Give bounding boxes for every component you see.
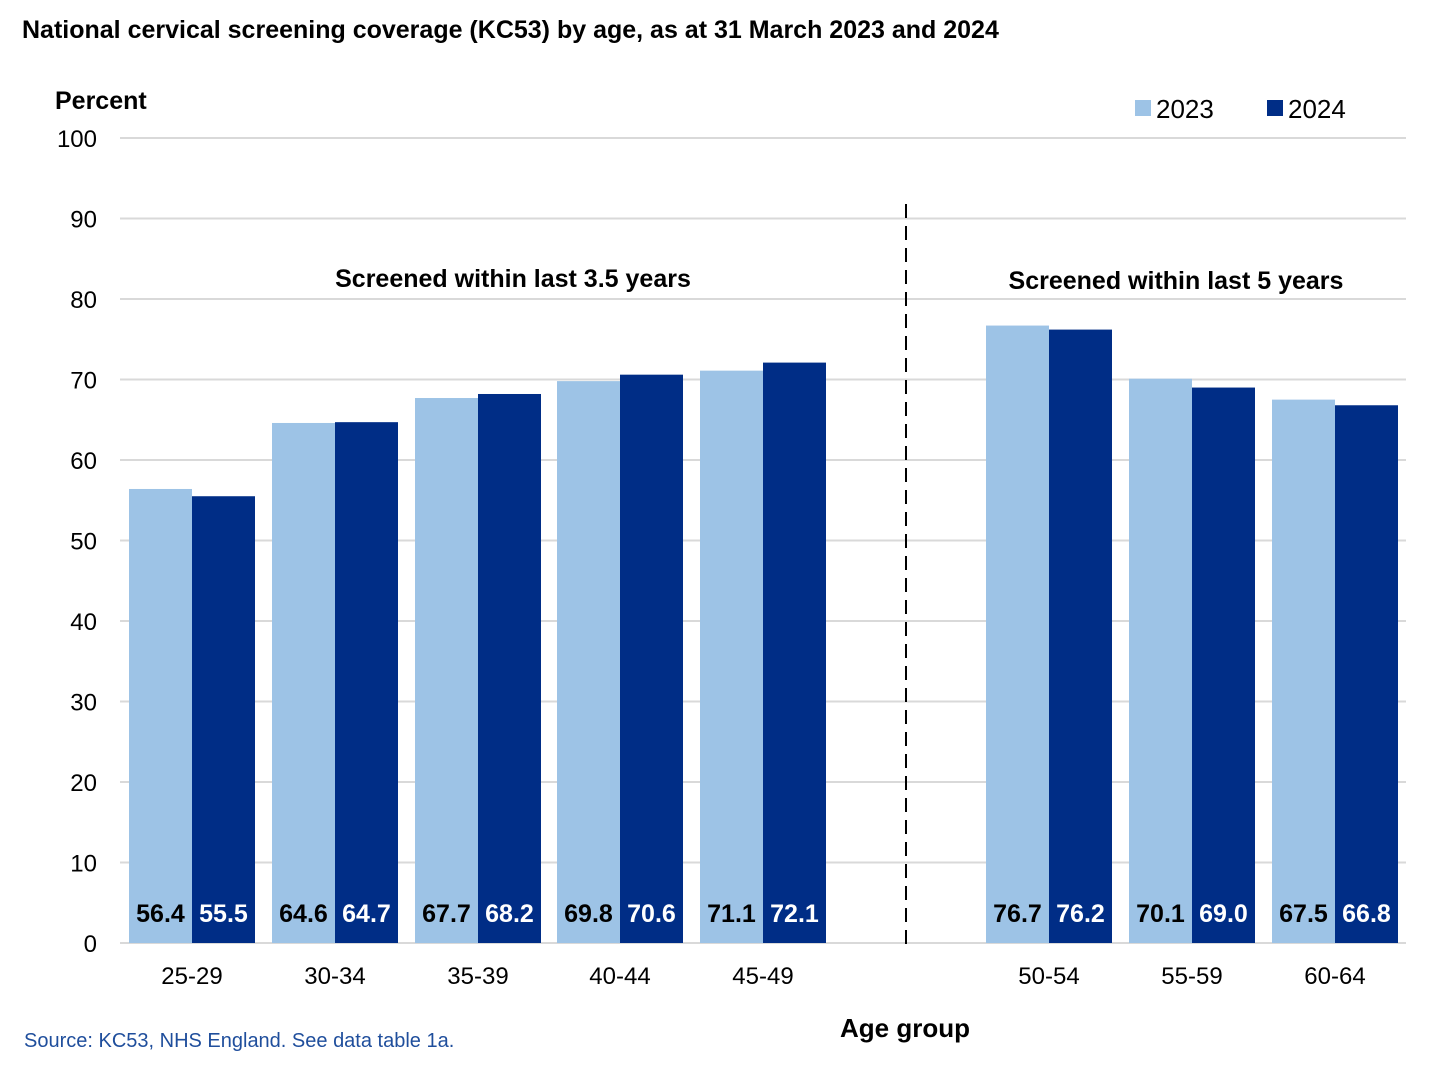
- legend-swatch-2023: [1135, 100, 1151, 116]
- y-axis-label: Percent: [55, 87, 147, 115]
- bar-2023-30-34: [272, 422, 335, 944]
- y-tick-label: 90: [70, 207, 97, 234]
- x-axis-ticks: 25-29 30-34 35-39 40-44 45-49 50-54 55-59 60-64: [161, 963, 1365, 990]
- data-label-2023-35-39: 67.7: [422, 900, 471, 928]
- legend-label-2024: 2024: [1288, 94, 1346, 124]
- bar-2024-25-29: [192, 496, 255, 943]
- y-tick-label: 20: [70, 770, 97, 797]
- data-label-2023-30-34: 64.6: [279, 900, 328, 928]
- x-tick-label: 55-59: [1161, 963, 1222, 990]
- group-label-left: Screened within last 3.5 years: [335, 265, 691, 293]
- x-tick-label: 60-64: [1304, 963, 1365, 990]
- legend: 2023 2024: [1135, 94, 1346, 124]
- bar-2023-40-44: [557, 381, 620, 943]
- x-axis-label: Age group: [840, 1013, 970, 1043]
- bar-2024-45-49: [763, 362, 826, 944]
- data-label-2024-55-59: 69.0: [1199, 900, 1248, 928]
- bar-2024-60-64: [1335, 405, 1398, 943]
- bar-2024-40-44: [620, 374, 683, 943]
- data-labels: 56.4 55.5 64.6 64.7 67.7 68.2 69.8 70.6 71.1 72.1…: [136, 900, 1391, 928]
- y-tick-label: 100: [57, 126, 97, 153]
- data-label-2023-60-64: 67.5: [1279, 900, 1328, 928]
- x-tick-label: 35-39: [447, 963, 508, 990]
- bar-2024-35-39: [478, 393, 541, 943]
- data-label-2024-60-64: 66.8: [1342, 900, 1391, 928]
- bars: [129, 325, 1398, 944]
- bar-2024-30-34: [335, 422, 398, 943]
- x-tick-label: 45-49: [732, 963, 793, 990]
- y-tick-label: 70: [70, 368, 97, 395]
- y-tick-label: 40: [70, 609, 97, 636]
- data-label-2024-40-44: 70.6: [627, 900, 676, 928]
- x-tick-label: 50-54: [1018, 963, 1079, 990]
- bar-2024-55-59: [1192, 387, 1255, 943]
- x-tick-label: 40-44: [589, 963, 650, 990]
- data-label-2023-45-49: 71.1: [707, 900, 756, 928]
- group-label-right: Screened within last 5 years: [1009, 267, 1344, 295]
- data-label-2024-25-29: 55.5: [199, 900, 248, 928]
- bar-2023-50-54: [986, 325, 1049, 943]
- data-label-2023-55-59: 70.1: [1136, 900, 1185, 928]
- bar-2023-60-64: [1272, 399, 1335, 943]
- bar-2023-45-49: [700, 370, 763, 943]
- y-tick-label: 60: [70, 448, 97, 475]
- data-label-2024-30-34: 64.7: [342, 900, 391, 928]
- bar-2023-25-29: [129, 488, 192, 943]
- data-label-2023-50-54: 76.7: [993, 900, 1042, 928]
- y-tick-label: 30: [70, 690, 97, 717]
- x-tick-label: 30-34: [304, 963, 365, 990]
- data-label-2024-50-54: 76.2: [1056, 900, 1105, 928]
- data-label-2023-40-44: 69.8: [564, 900, 613, 928]
- chart-title: National cervical screening coverage (KC…: [22, 16, 999, 44]
- source-note: Source: KC53, NHS England. See data tabl…: [24, 1030, 454, 1052]
- y-axis-ticks: 0 10 20 30 40 50 60 70 80 90 100: [57, 126, 97, 958]
- y-tick-label: 0: [84, 931, 97, 958]
- y-tick-label: 10: [70, 851, 97, 878]
- data-label-2024-45-49: 72.1: [770, 900, 819, 928]
- y-tick-label: 50: [70, 529, 97, 556]
- bar-2023-55-59: [1129, 378, 1192, 943]
- bar-2023-35-39: [415, 398, 478, 943]
- y-tick-label: 80: [70, 287, 97, 314]
- x-tick-label: 25-29: [161, 963, 222, 990]
- bar-2024-50-54: [1049, 329, 1112, 944]
- data-label-2023-25-29: 56.4: [136, 900, 185, 928]
- legend-label-2023: 2023: [1156, 94, 1214, 124]
- legend-swatch-2024: [1267, 100, 1283, 116]
- data-label-2024-35-39: 68.2: [485, 900, 534, 928]
